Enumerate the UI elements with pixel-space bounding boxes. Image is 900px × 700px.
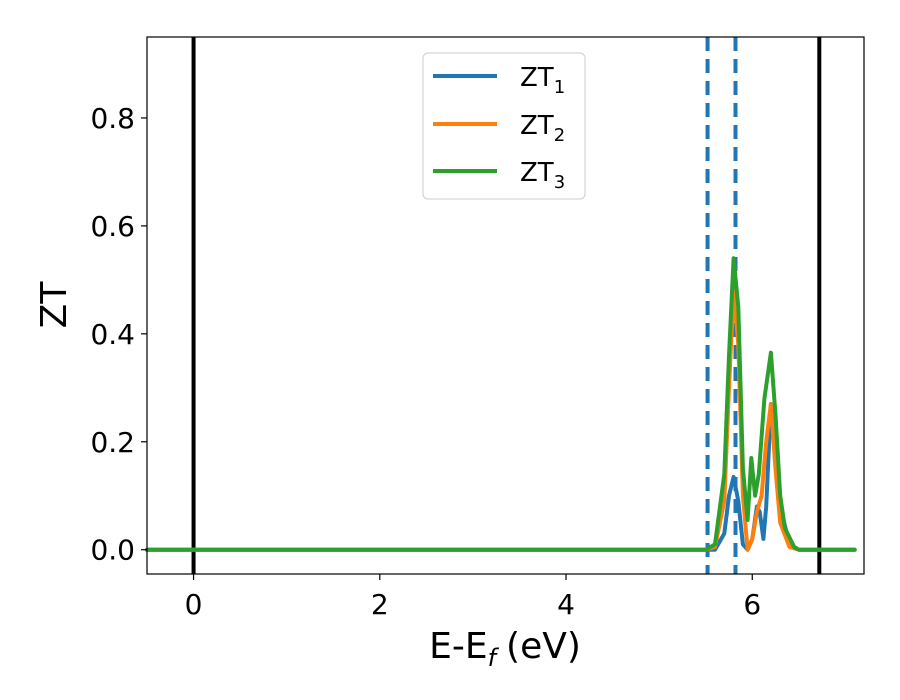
x-tick-label: 2 — [371, 588, 389, 621]
legend-label-zt3: ZT3 — [520, 158, 565, 193]
legend-label-zt2-main: ZT — [520, 111, 554, 141]
x-tick-label: 4 — [557, 588, 575, 621]
plot-layer — [145, 37, 857, 574]
series-line-zt2 — [145, 288, 857, 552]
tick-layer: 0 2 4 6 0.0 0.2 0.4 0.6 0.8 — [90, 102, 761, 621]
x-axis-title-main: E-E — [429, 626, 487, 667]
y-tick-label: 0.8 — [90, 102, 135, 135]
legend-label-zt1-sub: 1 — [554, 77, 565, 98]
legend-label-zt1-main: ZT — [520, 63, 554, 93]
y-tick-label: 0.4 — [90, 318, 135, 351]
y-tick-label: 0.0 — [90, 534, 135, 567]
x-axis-title: E-Ef (eV) — [429, 626, 581, 672]
x-tick-label: 6 — [743, 588, 761, 621]
legend-label-zt3-main: ZT — [520, 158, 554, 188]
y-tick-label: 0.6 — [90, 210, 135, 243]
x-tick-label: 0 — [185, 588, 203, 621]
legend-label-zt3-sub: 3 — [554, 172, 565, 193]
legend-box — [422, 52, 586, 200]
legend: ZT1 ZT2 ZT3 — [422, 52, 586, 200]
x-axis-title-unit: (eV) — [506, 626, 581, 667]
legend-label-zt1: ZT1 — [520, 63, 565, 98]
y-tick-label: 0.2 — [90, 426, 135, 459]
y-axis-title: ZT — [34, 281, 75, 329]
legend-label-zt2: ZT2 — [520, 111, 565, 146]
plot-frame — [146, 36, 865, 575]
legend-label-zt2-sub: 2 — [554, 125, 565, 146]
series-line-zt3 — [145, 256, 857, 552]
